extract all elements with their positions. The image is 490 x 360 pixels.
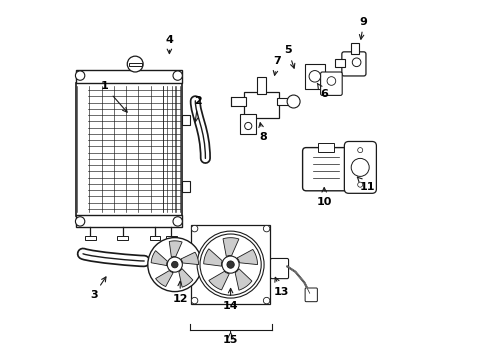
Text: 10: 10 <box>317 188 332 207</box>
Text: 2: 2 <box>194 96 202 122</box>
Circle shape <box>167 257 182 272</box>
Text: 1: 1 <box>101 81 127 112</box>
Text: 15: 15 <box>223 335 238 345</box>
Text: 7: 7 <box>273 56 281 75</box>
Text: 11: 11 <box>357 177 375 192</box>
Circle shape <box>327 77 336 85</box>
Circle shape <box>127 56 143 72</box>
FancyBboxPatch shape <box>303 148 349 191</box>
Circle shape <box>309 71 320 82</box>
Text: 4: 4 <box>166 35 173 54</box>
FancyBboxPatch shape <box>149 236 160 240</box>
Circle shape <box>192 297 198 304</box>
Circle shape <box>358 182 363 187</box>
Circle shape <box>351 158 369 176</box>
Circle shape <box>75 71 85 80</box>
Circle shape <box>358 148 363 153</box>
Circle shape <box>192 225 198 232</box>
Circle shape <box>75 217 85 226</box>
Circle shape <box>200 234 261 295</box>
Text: 8: 8 <box>259 123 267 142</box>
FancyBboxPatch shape <box>182 115 190 126</box>
FancyBboxPatch shape <box>342 52 366 76</box>
FancyBboxPatch shape <box>318 143 334 152</box>
Polygon shape <box>179 269 193 287</box>
FancyBboxPatch shape <box>351 43 359 54</box>
FancyBboxPatch shape <box>231 97 245 106</box>
Circle shape <box>197 231 264 298</box>
FancyBboxPatch shape <box>305 64 324 89</box>
Polygon shape <box>169 241 182 257</box>
Circle shape <box>148 238 202 292</box>
Polygon shape <box>181 252 198 265</box>
Text: 13: 13 <box>273 277 289 297</box>
FancyBboxPatch shape <box>76 70 182 83</box>
Circle shape <box>173 71 182 80</box>
Circle shape <box>245 122 252 130</box>
Circle shape <box>227 261 234 268</box>
FancyBboxPatch shape <box>76 215 182 227</box>
FancyBboxPatch shape <box>191 225 270 304</box>
Polygon shape <box>209 271 229 290</box>
Circle shape <box>173 217 182 226</box>
Polygon shape <box>235 269 252 290</box>
Polygon shape <box>237 249 258 265</box>
FancyBboxPatch shape <box>117 236 128 240</box>
FancyBboxPatch shape <box>277 98 290 105</box>
Text: 12: 12 <box>172 281 188 304</box>
Polygon shape <box>223 238 239 256</box>
Text: 9: 9 <box>359 17 368 39</box>
FancyBboxPatch shape <box>240 114 256 134</box>
FancyBboxPatch shape <box>244 92 279 118</box>
Text: 14: 14 <box>223 288 239 311</box>
Circle shape <box>287 95 300 108</box>
Circle shape <box>172 261 178 268</box>
Polygon shape <box>151 251 168 266</box>
Circle shape <box>263 297 270 304</box>
FancyBboxPatch shape <box>166 236 176 240</box>
Text: 5: 5 <box>284 45 295 68</box>
PathPatch shape <box>196 101 205 158</box>
FancyBboxPatch shape <box>85 236 96 240</box>
PathPatch shape <box>83 254 144 261</box>
FancyBboxPatch shape <box>257 77 266 94</box>
FancyBboxPatch shape <box>76 83 182 216</box>
FancyBboxPatch shape <box>129 63 142 66</box>
Circle shape <box>263 225 270 232</box>
Polygon shape <box>204 249 222 266</box>
Text: 3: 3 <box>90 277 106 300</box>
Text: 6: 6 <box>318 84 328 99</box>
Polygon shape <box>156 271 173 287</box>
Circle shape <box>222 256 239 273</box>
FancyBboxPatch shape <box>335 59 345 67</box>
FancyBboxPatch shape <box>320 72 342 95</box>
FancyBboxPatch shape <box>344 141 376 193</box>
Circle shape <box>352 58 361 67</box>
FancyBboxPatch shape <box>270 258 289 279</box>
FancyBboxPatch shape <box>182 181 190 192</box>
FancyBboxPatch shape <box>305 288 318 302</box>
